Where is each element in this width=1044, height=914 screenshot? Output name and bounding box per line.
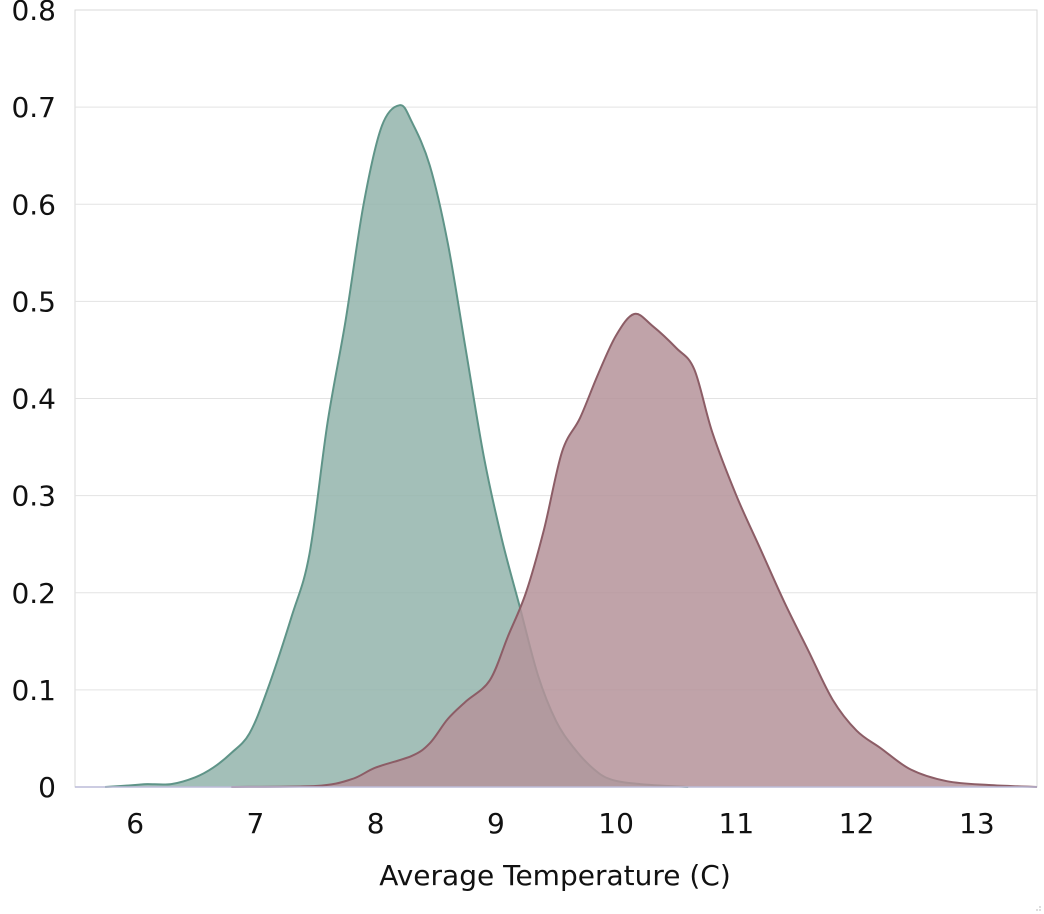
x-tick-label: 12 bbox=[839, 807, 875, 840]
x-axis-title: Average Temperature (C) bbox=[379, 859, 731, 892]
resize-grip-icon[interactable] bbox=[1032, 902, 1042, 912]
y-tick-label: 0.8 bbox=[11, 0, 56, 27]
x-axis-ticks: 6 7 8 9 10 11 12 13 bbox=[126, 807, 994, 840]
y-tick-label: 0.7 bbox=[11, 91, 56, 124]
y-tick-label: 0.1 bbox=[11, 674, 56, 707]
x-tick-label: 13 bbox=[959, 807, 995, 840]
x-tick-label: 6 bbox=[126, 807, 144, 840]
x-tick-label: 9 bbox=[487, 807, 505, 840]
y-axis-ticks: 0 0.1 0.2 0.3 0.4 0.5 0.6 0.7 0.8 bbox=[11, 0, 56, 804]
y-tick-label: 0.3 bbox=[11, 480, 56, 513]
density-area-2 bbox=[231, 313, 1037, 787]
x-tick-label: 10 bbox=[598, 807, 634, 840]
y-tick-label: 0 bbox=[38, 771, 56, 804]
x-tick-label: 11 bbox=[719, 807, 755, 840]
density-area-1 bbox=[105, 105, 689, 788]
x-tick-label: 7 bbox=[246, 807, 264, 840]
y-tick-label: 0.5 bbox=[11, 285, 56, 318]
y-tick-label: 0.2 bbox=[11, 577, 56, 610]
y-tick-label: 0.6 bbox=[11, 188, 56, 221]
series-layer bbox=[104, 104, 1038, 788]
x-tick-label: 8 bbox=[367, 807, 385, 840]
gridlines bbox=[75, 106, 1037, 691]
density-line-2 bbox=[231, 312, 1038, 788]
y-tick-label: 0.4 bbox=[11, 383, 56, 416]
